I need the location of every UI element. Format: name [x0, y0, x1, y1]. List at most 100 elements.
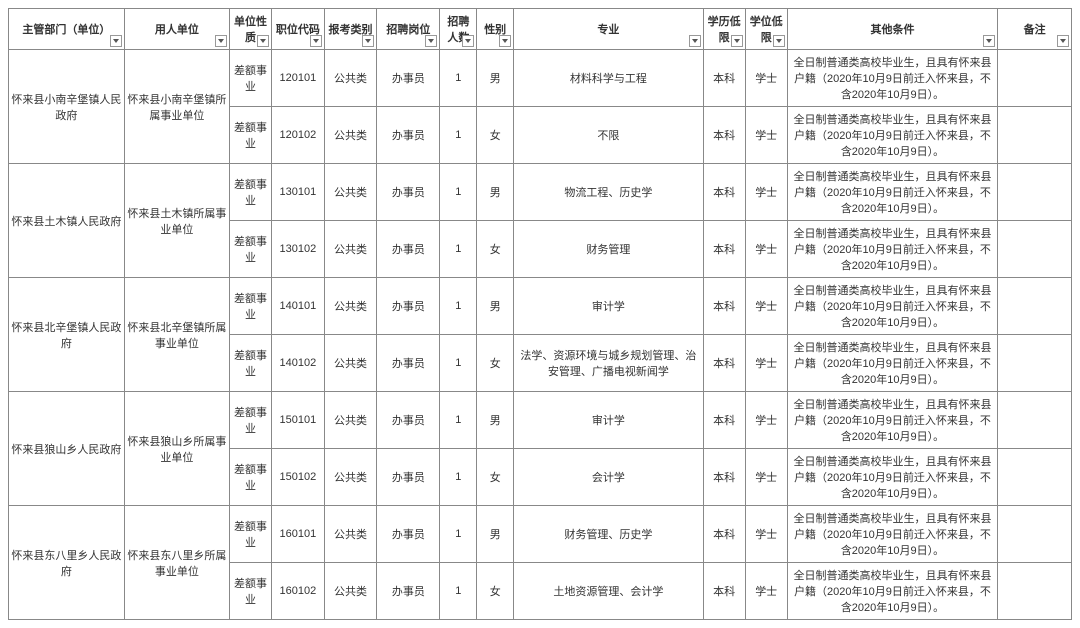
- cell-category: 公共类: [324, 50, 377, 107]
- cell-major: 物流工程、历史学: [514, 164, 703, 221]
- cell-other: 全日制普通类高校毕业生，且具有怀来县户籍（2020年10月9日前迁入怀来县，不含…: [787, 221, 997, 278]
- cell-other: 全日制普通类高校毕业生，且具有怀来县户籍（2020年10月9日前迁入怀来县，不含…: [787, 107, 997, 164]
- header-code: 职位代码: [272, 9, 325, 50]
- filter-dropdown-icon[interactable]: [310, 35, 322, 47]
- cell-code: 130102: [272, 221, 325, 278]
- cell-code: 140101: [272, 278, 325, 335]
- cell-other: 全日制普通类高校毕业生，且具有怀来县户籍（2020年10月9日前迁入怀来县，不含…: [787, 563, 997, 620]
- header-education: 学历低限: [703, 9, 745, 50]
- cell-gender: 男: [477, 164, 514, 221]
- header-label: 其他条件: [870, 24, 914, 36]
- cell-degree: 学士: [745, 278, 787, 335]
- cell-major: 审计学: [514, 278, 703, 335]
- cell-code: 150102: [272, 449, 325, 506]
- cell-position: 办事员: [377, 107, 440, 164]
- table-row: 怀来县小南辛堡镇人民政府怀来县小南辛堡镇所属事业单位差额事业120101公共类办…: [9, 50, 1072, 107]
- filter-dropdown-icon[interactable]: [425, 35, 437, 47]
- filter-dropdown-icon[interactable]: [215, 35, 227, 47]
- filter-dropdown-icon[interactable]: [983, 35, 995, 47]
- cell-position: 办事员: [377, 164, 440, 221]
- filter-dropdown-icon[interactable]: [257, 35, 269, 47]
- cell-employer: 怀来县北辛堡镇所属事业单位: [124, 278, 229, 392]
- cell-dept: 怀来县狼山乡人民政府: [9, 392, 125, 506]
- cell-other: 全日制普通类高校毕业生，且具有怀来县户籍（2020年10月9日前迁入怀来县，不含…: [787, 164, 997, 221]
- cell-employer: 怀来县狼山乡所属事业单位: [124, 392, 229, 506]
- cell-education: 本科: [703, 563, 745, 620]
- cell-nature: 差额事业: [230, 50, 272, 107]
- cell-position: 办事员: [377, 449, 440, 506]
- table-header: 主管部门（单位）用人单位单位性质职位代码报考类别招聘岗位招聘人数性别专业学历低限…: [9, 9, 1072, 50]
- cell-education: 本科: [703, 107, 745, 164]
- cell-major: 审计学: [514, 392, 703, 449]
- cell-count: 1: [440, 221, 477, 278]
- cell-education: 本科: [703, 392, 745, 449]
- cell-degree: 学士: [745, 107, 787, 164]
- cell-nature: 差额事业: [230, 164, 272, 221]
- cell-degree: 学士: [745, 506, 787, 563]
- cell-note: [998, 278, 1072, 335]
- cell-employer: 怀来县小南辛堡镇所属事业单位: [124, 50, 229, 164]
- cell-code: 160101: [272, 506, 325, 563]
- header-note: 备注: [998, 9, 1072, 50]
- cell-code: 160102: [272, 563, 325, 620]
- header-label: 招聘岗位: [386, 24, 430, 36]
- recruitment-table: 主管部门（单位）用人单位单位性质职位代码报考类别招聘岗位招聘人数性别专业学历低限…: [8, 8, 1072, 620]
- table-row: 怀来县北辛堡镇人民政府怀来县北辛堡镇所属事业单位差额事业140101公共类办事员…: [9, 278, 1072, 335]
- cell-count: 1: [440, 563, 477, 620]
- header-label: 用人单位: [155, 24, 199, 36]
- cell-education: 本科: [703, 506, 745, 563]
- cell-other: 全日制普通类高校毕业生，且具有怀来县户籍（2020年10月9日前迁入怀来县，不含…: [787, 392, 997, 449]
- cell-note: [998, 50, 1072, 107]
- cell-category: 公共类: [324, 506, 377, 563]
- cell-other: 全日制普通类高校毕业生，且具有怀来县户籍（2020年10月9日前迁入怀来县，不含…: [787, 335, 997, 392]
- table-row: 怀来县东八里乡人民政府怀来县东八里乡所属事业单位差额事业160101公共类办事员…: [9, 506, 1072, 563]
- cell-education: 本科: [703, 164, 745, 221]
- header-label: 专业: [597, 24, 619, 36]
- cell-other: 全日制普通类高校毕业生，且具有怀来县户籍（2020年10月9日前迁入怀来县，不含…: [787, 449, 997, 506]
- filter-dropdown-icon[interactable]: [689, 35, 701, 47]
- filter-dropdown-icon[interactable]: [773, 35, 785, 47]
- cell-nature: 差额事业: [230, 107, 272, 164]
- cell-category: 公共类: [324, 563, 377, 620]
- header-count: 招聘人数: [440, 9, 477, 50]
- cell-degree: 学士: [745, 392, 787, 449]
- cell-category: 公共类: [324, 449, 377, 506]
- cell-gender: 女: [477, 449, 514, 506]
- cell-count: 1: [440, 335, 477, 392]
- cell-major: 材料科学与工程: [514, 50, 703, 107]
- cell-education: 本科: [703, 278, 745, 335]
- cell-position: 办事员: [377, 563, 440, 620]
- cell-nature: 差额事业: [230, 449, 272, 506]
- cell-count: 1: [440, 164, 477, 221]
- cell-education: 本科: [703, 221, 745, 278]
- cell-category: 公共类: [324, 278, 377, 335]
- header-gender: 性别: [477, 9, 514, 50]
- table-row: 怀来县狼山乡人民政府怀来县狼山乡所属事业单位差额事业150101公共类办事员1男…: [9, 392, 1072, 449]
- cell-education: 本科: [703, 50, 745, 107]
- filter-dropdown-icon[interactable]: [499, 35, 511, 47]
- table-row: 怀来县土木镇人民政府怀来县土木镇所属事业单位差额事业130101公共类办事员1男…: [9, 164, 1072, 221]
- cell-other: 全日制普通类高校毕业生，且具有怀来县户籍（2020年10月9日前迁入怀来县，不含…: [787, 278, 997, 335]
- cell-nature: 差额事业: [230, 563, 272, 620]
- filter-dropdown-icon[interactable]: [731, 35, 743, 47]
- cell-category: 公共类: [324, 335, 377, 392]
- filter-dropdown-icon[interactable]: [1057, 35, 1069, 47]
- cell-gender: 女: [477, 335, 514, 392]
- cell-category: 公共类: [324, 107, 377, 164]
- filter-dropdown-icon[interactable]: [462, 35, 474, 47]
- cell-gender: 男: [477, 506, 514, 563]
- header-category: 报考类别: [324, 9, 377, 50]
- cell-count: 1: [440, 50, 477, 107]
- cell-education: 本科: [703, 449, 745, 506]
- cell-note: [998, 164, 1072, 221]
- cell-count: 1: [440, 506, 477, 563]
- filter-dropdown-icon[interactable]: [362, 35, 374, 47]
- header-position: 招聘岗位: [377, 9, 440, 50]
- cell-dept: 怀来县土木镇人民政府: [9, 164, 125, 278]
- cell-major: 财务管理、历史学: [514, 506, 703, 563]
- filter-dropdown-icon[interactable]: [110, 35, 122, 47]
- cell-code: 140102: [272, 335, 325, 392]
- cell-note: [998, 335, 1072, 392]
- cell-count: 1: [440, 449, 477, 506]
- cell-position: 办事员: [377, 506, 440, 563]
